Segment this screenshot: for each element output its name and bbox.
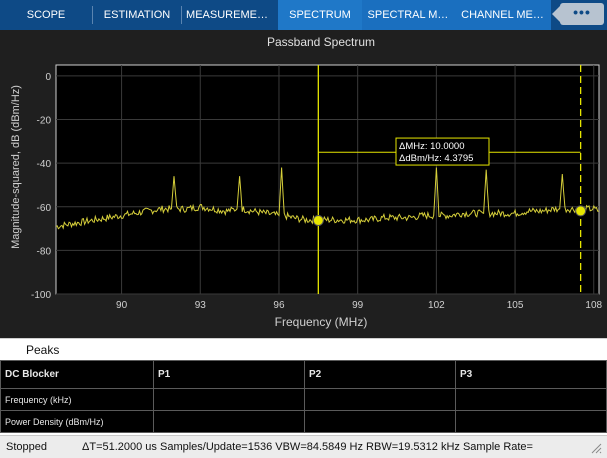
tab-label: CHANNEL ME…	[461, 9, 544, 21]
cell-power-p2	[304, 410, 456, 433]
column-header-p3: P3	[455, 360, 607, 389]
x-tick-label: 108	[585, 300, 602, 311]
table-row: Power Density (dBm/Hz)	[0, 410, 607, 433]
ellipsis-icon: •••	[573, 4, 591, 20]
column-header-p1: P1	[153, 360, 305, 389]
delta-readout-box	[395, 137, 490, 166]
x-tick-label: 96	[273, 300, 285, 311]
y-tick-label: 0	[45, 72, 51, 83]
delta-dbm-readout: ΔdBm/Hz: 4.3795	[399, 153, 473, 164]
peaks-table: DC Blocker P1 P2 P3 Frequency (kHz) Powe…	[0, 360, 607, 433]
cell-power-p3	[455, 410, 607, 433]
x-tick-label: 102	[428, 300, 445, 311]
y-tick-label: -60	[37, 203, 52, 214]
spectrum-plot[interactable]: Passband Spectrum 90 93 96 99 102 105 108 0 -20 -…	[0, 30, 607, 338]
toolstrip-tabs: SCOPE ESTIMATION MEASUREME… SPECTRUM SPE…	[0, 0, 607, 30]
cursor-1-marker[interactable]	[312, 215, 324, 227]
y-tick-label: -100	[31, 290, 51, 301]
plot-panel: Passband Spectrum 90 93 96 99 102 105 108 0 -20 -…	[0, 30, 607, 338]
tab-measurements[interactable]: MEASUREME…	[182, 0, 272, 30]
tick-labels: 90 93 96 99 102 105 108 0 -20 -40 -60 -80 -100	[31, 72, 603, 311]
run-state: Stopped	[6, 441, 47, 453]
y-axis-label: Magnitude-squared, dB (dBm/Hz)	[10, 85, 22, 249]
column-header-p2: P2	[304, 360, 456, 389]
tab-spectrum[interactable]: SPECTRUM	[278, 0, 362, 30]
y-tick-label: -80	[37, 246, 52, 257]
peaks-panel-header: Peaks	[0, 338, 607, 360]
tab-channel-measurements[interactable]: CHANNEL ME…	[454, 0, 551, 30]
tab-label: SPECTRAL M…	[367, 9, 449, 21]
tab-scope[interactable]: SCOPE	[0, 0, 92, 30]
tab-spectral-mask[interactable]: SPECTRAL M…	[362, 0, 454, 30]
more-tabs-button[interactable]: •••	[552, 3, 604, 25]
y-tick-label: -20	[37, 116, 52, 127]
row-label-power-density: Power Density (dBm/Hz)	[0, 410, 154, 433]
y-tick-label: -40	[37, 159, 52, 170]
spectrum-trace	[55, 167, 600, 230]
tab-label: SPECTRUM	[289, 9, 351, 21]
x-tick-label: 93	[195, 300, 207, 311]
tab-separator	[181, 6, 182, 24]
tab-separator	[92, 6, 93, 24]
tab-label: ESTIMATION	[103, 9, 171, 21]
x-tick-label: 99	[352, 300, 364, 311]
status-bar: Stopped ΔT=51.2000 us Samples/Update=153…	[0, 435, 607, 458]
status-info: ΔT=51.2000 us Samples/Update=1536 VBW=84…	[82, 441, 533, 453]
cursor-2-marker[interactable]	[575, 205, 587, 217]
delta-mhz-readout: ΔMHz: 10.0000	[399, 141, 465, 152]
x-tick-label: 105	[507, 300, 524, 311]
plot-title: Passband Spectrum	[267, 35, 375, 49]
tab-label: MEASUREME…	[186, 9, 268, 21]
x-tick-label: 90	[116, 300, 128, 311]
peaks-title: Peaks	[26, 343, 60, 357]
table-row: Frequency (kHz)	[0, 388, 607, 411]
cell-frequency-p2	[304, 388, 456, 411]
plot-axes	[55, 64, 600, 295]
cell-frequency-p3	[455, 388, 607, 411]
plot-grid	[56, 65, 599, 295]
peaks-header-row: DC Blocker P1 P2 P3	[0, 360, 607, 389]
column-header-dc-blocker: DC Blocker	[0, 360, 154, 389]
cell-power-p1	[153, 410, 305, 433]
x-axis-label: Frequency (MHz)	[275, 315, 368, 329]
row-label-frequency: Frequency (kHz)	[0, 388, 154, 411]
tab-label: SCOPE	[26, 9, 66, 21]
tab-estimation[interactable]: ESTIMATION	[93, 0, 181, 30]
cell-frequency-p1	[153, 388, 305, 411]
resize-grip-icon[interactable]	[590, 442, 602, 454]
